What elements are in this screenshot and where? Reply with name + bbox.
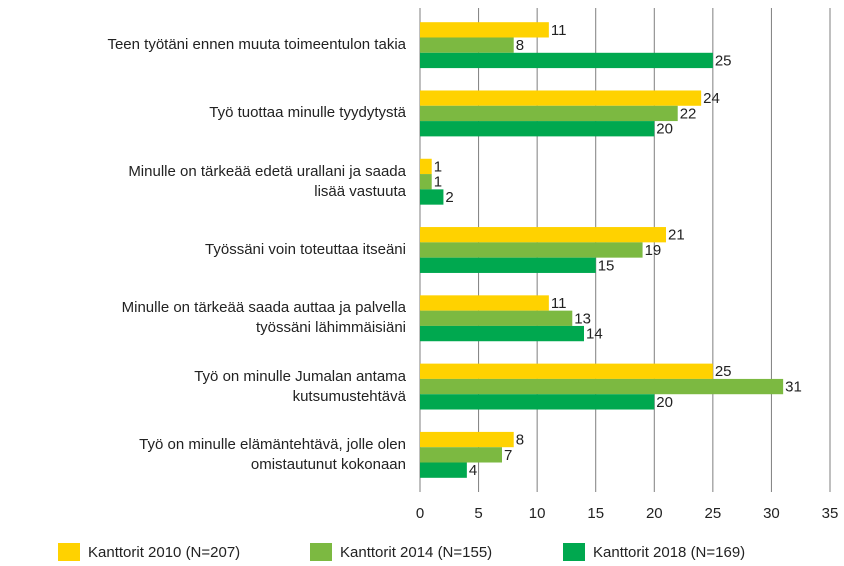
x-tick-label: 25 (705, 505, 722, 522)
category-label: Minulle on tärkeää saada auttaa ja palve… (121, 299, 406, 337)
data-label: 13 (574, 310, 591, 327)
data-label: 4 (469, 462, 477, 479)
bar (420, 158, 432, 175)
data-label: 25 (715, 363, 732, 380)
legend-label: Kanttorit 2010 (N=207) (88, 544, 240, 561)
bar (420, 447, 502, 463)
bar (420, 394, 655, 410)
data-label: 20 (656, 394, 673, 411)
bar (420, 22, 549, 38)
legend-swatch (310, 543, 332, 561)
bar (420, 242, 643, 258)
x-tick-label: 5 (474, 505, 482, 522)
bar (420, 310, 573, 326)
bar (420, 121, 655, 137)
bar (420, 462, 467, 478)
data-label: 24 (703, 90, 720, 107)
bar (420, 257, 596, 273)
data-label: 8 (516, 432, 524, 449)
category-label: Työssäni voin toteuttaa itseäni (205, 241, 406, 258)
bar (420, 227, 666, 243)
data-label: 11 (551, 295, 567, 312)
x-tick-label: 15 (587, 505, 604, 522)
data-label: 14 (586, 326, 603, 343)
legend-label: Kanttorit 2014 (N=155) (340, 544, 492, 561)
bar (420, 174, 432, 190)
bar (420, 105, 678, 122)
data-label: 2 (445, 189, 453, 206)
data-label: 15 (598, 257, 615, 274)
bar (420, 295, 549, 311)
data-label: 19 (645, 242, 662, 259)
legend-label: Kanttorit 2018 (N=169) (593, 544, 745, 561)
x-tick-label: 30 (763, 505, 780, 522)
data-label: 8 (516, 37, 524, 54)
bar (420, 431, 514, 448)
x-tick-label: 0 (416, 505, 424, 522)
legend-swatch (563, 543, 585, 561)
legend-swatch (58, 543, 80, 561)
x-tick-label: 20 (646, 505, 663, 522)
x-tick-label: 10 (529, 505, 546, 522)
bar (420, 189, 444, 205)
category-label: Työ on minulle Jumalan antama kutsumuste… (194, 367, 406, 405)
bar (420, 52, 713, 69)
category-label: Työ on minulle elämäntehtävä, jolle olen… (139, 435, 406, 473)
data-label: 11 (551, 22, 567, 39)
data-label: 22 (680, 105, 697, 122)
bar (420, 363, 713, 379)
bar (420, 37, 514, 53)
category-label: Työ tuottaa minulle tyydytystä (209, 104, 406, 122)
category-label: Teen työtäni ennen muuta toimeentulon ta… (107, 36, 406, 54)
data-label: 1 (434, 158, 442, 175)
data-label: 1 (434, 174, 442, 191)
bar (420, 325, 584, 342)
data-label: 7 (504, 447, 512, 464)
bar (420, 90, 702, 106)
bar (420, 378, 784, 395)
data-label: 20 (656, 121, 673, 138)
category-label: Minulle on tärkeää edetä urallani ja saa… (128, 162, 406, 200)
data-label: 31 (785, 379, 802, 396)
data-label: 25 (715, 52, 732, 69)
data-label: 21 (668, 227, 685, 244)
x-tick-label: 35 (822, 505, 839, 522)
